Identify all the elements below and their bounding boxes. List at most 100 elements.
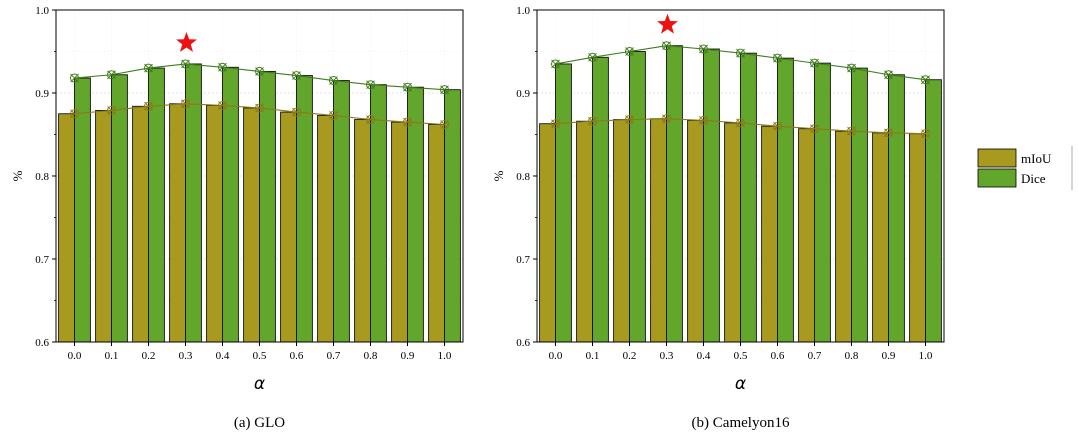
miou-point-circle <box>329 110 338 120</box>
y-axis-label: % <box>491 170 506 181</box>
legend-label-miou: mIoU <box>1021 151 1052 166</box>
miou-point-cross-b <box>366 115 375 124</box>
dice-point-cross-b <box>403 82 412 92</box>
dice-point-circle <box>884 70 893 80</box>
miou-point-circle <box>107 105 116 115</box>
x-tick-label: 0.4 <box>697 350 711 362</box>
miou-bar <box>872 132 889 343</box>
miou-point-cross-b <box>884 128 893 138</box>
miou-bar <box>835 130 852 343</box>
x-tick-label: 0.8 <box>364 350 378 362</box>
dice-point-cross-b <box>440 85 449 95</box>
dice-point-cross-b <box>366 80 375 90</box>
miou-point-cross-b <box>107 106 116 115</box>
miou-point-circle <box>70 109 79 119</box>
dice-point-cross-b <box>218 62 227 72</box>
dice-bar <box>851 67 868 343</box>
dice-bar <box>259 70 276 343</box>
miou-bar <box>95 109 112 343</box>
dice-point-circle <box>366 80 375 90</box>
dice-point-circle <box>440 85 449 95</box>
x-tick-label: 0.7 <box>808 350 822 362</box>
miou-bar <box>58 113 75 343</box>
miou-bar <box>428 124 445 343</box>
y-tick-label: 0.7 <box>516 254 530 266</box>
x-tick-label: 0.4 <box>216 350 230 362</box>
dice-point-circle <box>810 58 819 68</box>
legend-swatch-miou <box>977 148 1017 168</box>
dice-point-cross-b <box>773 53 782 63</box>
dice-point-cross-b <box>70 73 79 83</box>
dice-point-cross-b <box>625 47 634 56</box>
dice-point-cross-b <box>847 63 856 73</box>
dice-point-circle <box>625 47 634 56</box>
x-tick-label: 0.1 <box>586 350 600 362</box>
miou-bar <box>539 123 556 343</box>
miou-point-cross-b <box>625 115 634 124</box>
y-tick-label: 0.8 <box>516 171 530 183</box>
y-tick-label: 1.0 <box>516 5 530 17</box>
miou-point-circle <box>403 117 412 127</box>
miou-point-cross-b <box>847 126 856 136</box>
miou-point-circle <box>255 103 264 113</box>
miou-point-cross-b <box>144 101 153 111</box>
miou-point-circle <box>884 128 893 138</box>
dice-point-circle <box>921 75 930 85</box>
dice-bar <box>333 80 350 343</box>
miou-bar <box>243 107 260 343</box>
legend: mIoU Dice <box>977 146 1073 190</box>
miou-point-circle <box>736 118 745 128</box>
x-tick-label: 0.0 <box>68 350 82 362</box>
dice-point-circle <box>292 71 301 81</box>
dice-point-circle <box>144 63 153 73</box>
miou-point-cross-b <box>699 116 708 125</box>
x-tick-label: 1.0 <box>919 350 933 362</box>
miou-bar <box>613 119 630 343</box>
x-tick-label: 0.1 <box>105 350 119 362</box>
dice-point-cross-b <box>144 63 153 73</box>
miou-point-circle <box>921 129 930 139</box>
miou-bar <box>132 105 149 343</box>
miou-point-circle <box>181 99 190 109</box>
miou-bar <box>761 125 778 343</box>
miou-bar <box>576 120 593 343</box>
y-tick-label: 1.0 <box>35 5 49 17</box>
x-tick-label: 0.9 <box>401 350 415 362</box>
miou-point-circle <box>699 115 708 125</box>
miou-point-cross-b <box>551 119 560 129</box>
y-tick-label: 0.6 <box>35 337 49 349</box>
dice-bar <box>888 74 905 343</box>
best-alpha-star <box>176 31 197 52</box>
dice-bar <box>111 74 128 343</box>
miou-point-cross-b <box>773 121 782 131</box>
miou-point-circle <box>773 121 782 131</box>
miou-bar <box>909 133 926 343</box>
dice-bar <box>777 57 794 343</box>
x-tick-label: 0.3 <box>179 350 193 362</box>
dice-bar <box>74 77 91 343</box>
dice-point-cross-b <box>255 67 264 76</box>
x-tick-label: 0.2 <box>623 350 637 362</box>
x-tick-label: 0.0 <box>549 350 563 362</box>
y-axis-label: % <box>10 170 25 181</box>
y-tick-label: 0.8 <box>35 171 49 183</box>
dice-point-circle <box>662 41 671 51</box>
x-tick-label: 0.5 <box>253 350 267 362</box>
dice-point-circle <box>847 63 856 73</box>
miou-bar <box>798 128 815 343</box>
miou-point-cross-b <box>810 124 819 134</box>
miou-point-cross-b <box>292 107 301 117</box>
x-tick-label: 0.6 <box>771 350 785 362</box>
x-tick-label: 0.5 <box>734 350 748 362</box>
x-tick-label: 0.3 <box>660 350 674 362</box>
dice-point-circle <box>329 76 338 86</box>
y-tick-label: 0.9 <box>35 88 49 100</box>
dice-bar <box>740 52 757 343</box>
miou-point-cross-b <box>403 117 412 127</box>
miou-point-cross-b <box>255 103 264 113</box>
miou-point-circle <box>144 101 153 111</box>
dice-point-cross-b <box>662 41 671 51</box>
legend-label-dice: Dice <box>1021 171 1046 186</box>
dice-point-cross-b <box>329 76 338 85</box>
dice-point-cross-b <box>181 59 190 69</box>
